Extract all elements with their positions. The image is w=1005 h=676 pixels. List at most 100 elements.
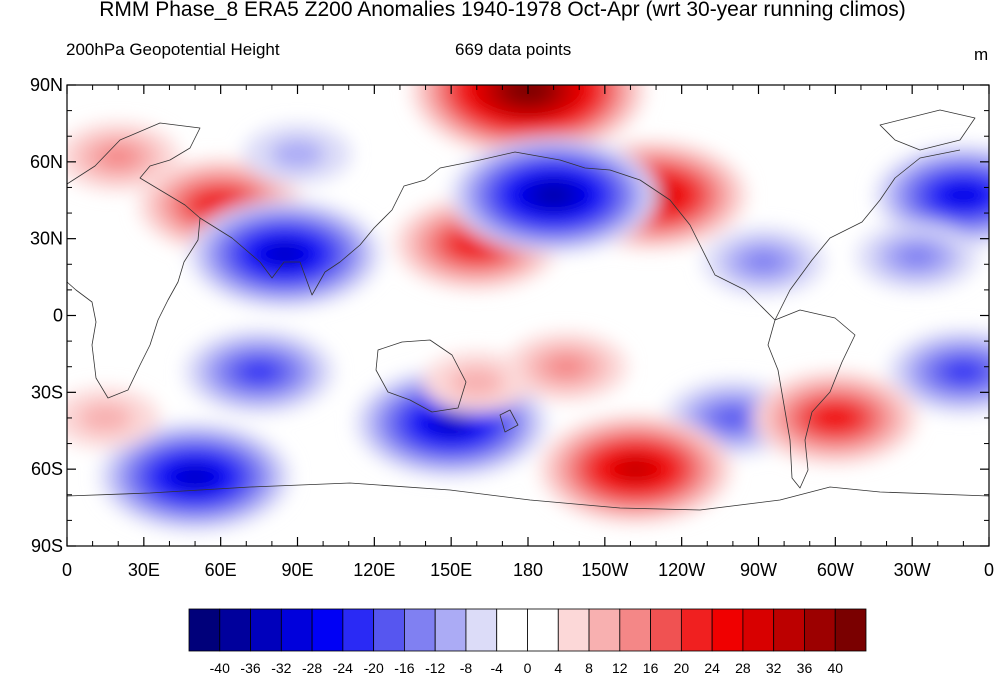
contour-level [821,410,849,426]
lon-label: 180 [513,560,543,580]
colorbar-label: 4 [554,660,562,676]
colorbar-swatch [373,608,405,652]
lon-label: 0 [984,560,994,580]
contour-level [463,236,491,252]
contour-level [183,470,208,484]
anomaly-feature-20 [67,387,160,448]
anomaly-feature-10 [856,222,979,291]
coast-new-zealand [499,409,519,433]
contour-level [546,355,587,379]
colorbar-swatch [219,608,251,652]
lon-label: 90E [281,560,313,580]
colorbar-label: -16 [394,660,414,676]
colorbar-swatch [250,608,282,652]
colorbar-swatch [557,608,590,652]
coast-africa-europe [67,122,201,399]
lat-label: 30N [30,229,63,249]
colorbar-label: 8 [585,660,593,676]
coast-greenland [879,109,976,151]
lon-label: 150W [581,560,628,580]
colorbar-swatch [465,608,498,652]
anomaly-feature-15 [99,422,292,531]
contour-level [207,197,235,214]
lon-label: 0 [62,560,72,580]
coast-antarctica [67,482,989,511]
colorbar-swatch [188,608,221,652]
colorbar-swatch [804,608,836,652]
lon-label: 60W [817,560,854,580]
field-name-label: 200hPa Geopotential Height [66,40,280,59]
lon-label: 30E [128,560,160,580]
colorbar-label: 12 [612,660,628,676]
colorbar-label: 28 [735,660,751,676]
lat-label: 90N [30,75,63,95]
anomaly-feature-4 [67,122,180,191]
colorbar-swatch [342,608,375,652]
lat-label: 60S [31,459,63,479]
colorbar-label: 36 [797,660,813,676]
colorbar-label: 24 [704,660,720,676]
contour-level [715,408,750,428]
contour-level [244,363,275,381]
colorbar-swatch [773,608,805,652]
lat-label: 60N [30,152,63,172]
contour-level [272,247,297,261]
colorbar-swatch [834,608,867,652]
colorbar-swatch [711,608,744,652]
contour-level [623,462,648,476]
anomaly-feature-19 [422,352,531,413]
anomaly-feature-17 [753,371,918,464]
lon-label: 150E [430,560,472,580]
units-label: m [974,45,989,64]
contour-level [948,363,979,381]
contour-level [950,187,977,203]
anomaly-feature-7 [874,145,989,246]
colorbar-label: 0 [524,660,532,676]
coast-australia [375,339,467,413]
colorbar-label: 16 [643,660,659,676]
anomaly-feature-0 [411,85,645,157]
contour-level [542,188,566,202]
colorbar-label: -32 [271,660,291,676]
colorbar-label: -20 [364,660,384,676]
anomaly-feature-16 [539,415,732,524]
colorbar-label: -4 [491,660,504,676]
colorbar-swatch [680,608,713,652]
lat-label: 90S [31,536,63,556]
colorbar-swatch [619,608,651,652]
anomaly-feature-5 [450,137,657,254]
contour-level [78,402,133,433]
lon-label: 120W [658,560,705,580]
anomaly-feature-8 [243,124,352,185]
colorbar-swatch [311,608,344,652]
colorbar-label: -12 [425,660,445,676]
colorbar-label: 32 [766,660,782,676]
contour-level [270,139,325,170]
lon-label: 90W [740,560,777,580]
colorbar-swatch [742,608,775,652]
colorbar-swatch [650,608,682,652]
colorbar-label: -24 [333,660,353,676]
anomaly-feature-11 [184,329,335,414]
colorbar-label: 20 [674,660,690,676]
anomaly-feature-18 [505,332,628,401]
colorbar-swatch [588,608,621,652]
coastlines [67,109,989,511]
colorbar-swatch [496,608,528,652]
lon-label: 60E [205,560,237,580]
contour-level [439,416,464,430]
map-title: RMM Phase_8 ERA5 Z200 Anomalies 1940-197… [99,0,906,21]
contour-level [97,145,139,169]
anomaly-feature-9 [702,227,825,296]
colorbar-label: -36 [240,660,260,676]
data-points-label: 669 data points [455,40,572,59]
colorbar-label: 40 [827,660,843,676]
coast-south-america [767,309,856,489]
colorbar-label: -8 [460,660,473,676]
coast-asia [199,151,611,296]
anomaly-feature-12 [888,329,989,414]
contour-level [743,250,784,274]
anomaly-feature-6 [188,200,381,309]
contour-level [896,245,938,268]
